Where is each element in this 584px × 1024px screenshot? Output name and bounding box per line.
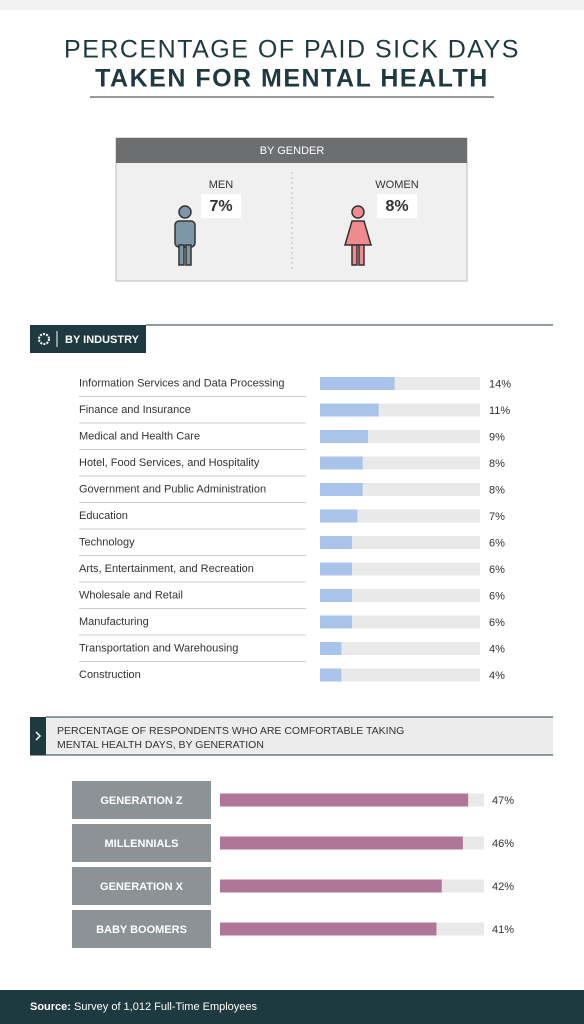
bar-track (320, 642, 480, 655)
source: Source: Survey of 1,012 Full-Time Employ… (30, 1001, 258, 1013)
person-icon (178, 205, 192, 219)
value-label: 4% (489, 643, 505, 655)
value-label: 8% (489, 484, 505, 496)
gender-header (116, 138, 467, 163)
bar-track (320, 536, 480, 549)
category-box (72, 781, 211, 819)
bar (320, 642, 342, 655)
footer (0, 990, 584, 1024)
bar (320, 668, 342, 682)
bar (220, 922, 437, 936)
value-label: 41% (492, 924, 514, 936)
generation-heading: PERCENTAGE OF RESPONDENTS WHO ARE COMFOR… (57, 725, 404, 737)
category-label: Transportation and Warehousing (79, 642, 238, 654)
bar-track (320, 562, 480, 576)
value-label: 42% (492, 881, 514, 893)
bar (320, 589, 352, 602)
category-label: Government and Public Administration (79, 483, 266, 495)
source-text: Survey of 1,012 Full-Time Employees (74, 1001, 257, 1013)
gender-value: 8% (385, 198, 408, 215)
category-label: Manufacturing (79, 616, 149, 628)
person-icon (344, 220, 372, 246)
gear-icon (38, 333, 50, 345)
person-icon (351, 205, 365, 219)
bar-track (320, 509, 480, 523)
category-label: Finance and Insurance (79, 404, 191, 416)
generation-heading: MENTAL HEALTH DAYS, BY GENERATION (57, 739, 264, 751)
bar-track (320, 615, 480, 629)
category-label: Education (79, 510, 128, 522)
value-label: 6% (489, 537, 505, 549)
bar (320, 562, 352, 576)
bar-track (320, 589, 480, 602)
category-box (72, 824, 211, 862)
value-label: 11% (489, 405, 510, 417)
chevron-box (30, 717, 46, 755)
value-label: 8% (489, 458, 505, 470)
bar (220, 836, 463, 850)
bar (320, 536, 352, 549)
source-label: Source: (30, 1001, 71, 1013)
bar (320, 483, 363, 496)
value-box (377, 194, 417, 218)
category-label: Hotel, Food Services, and Hospitality (79, 457, 260, 469)
bar (320, 403, 379, 417)
bar (320, 615, 352, 629)
person-icon (178, 244, 185, 266)
value-box (201, 194, 241, 218)
value-label: 6% (489, 590, 505, 602)
person-icon (185, 244, 192, 266)
category-label: Information Services and Data Processing (79, 377, 284, 389)
industry-heading: BY INDUSTRY (65, 334, 140, 346)
value-label: 46% (492, 838, 514, 850)
generation-header (30, 717, 553, 755)
gender-value: 7% (209, 198, 232, 215)
title-line: PERCENTAGE OF PAID SICK DAYS (64, 36, 520, 64)
value-label: 47% (492, 795, 514, 807)
bar (220, 793, 469, 807)
value-label: 6% (489, 564, 505, 576)
person-icon (174, 220, 196, 248)
title-line: TAKEN FOR MENTAL HEALTH (95, 65, 489, 93)
top-strip (0, 0, 584, 10)
bar (320, 456, 363, 470)
value-label: 7% (489, 511, 505, 523)
category-label: MILLENNIALS (105, 838, 179, 850)
value-label: 6% (489, 617, 505, 629)
bar-track (320, 668, 480, 682)
gender-heading: BY GENDER (260, 145, 325, 157)
gender-label: WOMEN (375, 179, 418, 191)
person-icon (351, 244, 358, 266)
category-label: GENERATION X (100, 881, 184, 893)
category-label: BABY BOOMERS (96, 924, 187, 936)
gender-label: MEN (209, 179, 234, 191)
value-label: 9% (489, 431, 505, 443)
category-label: Wholesale and Retail (79, 589, 183, 601)
bar (320, 430, 368, 443)
bar (220, 879, 442, 893)
chevron (35, 731, 42, 741)
category-label: Technology (79, 536, 135, 548)
value-label: 14% (489, 378, 511, 390)
bar (320, 509, 358, 523)
person-icon (358, 244, 365, 266)
category-box (72, 867, 211, 905)
category-label: Arts, Entertainment, and Recreation (79, 563, 254, 575)
category-box (72, 910, 211, 948)
value-label: 4% (489, 670, 505, 682)
category-label: Construction (79, 669, 141, 681)
bar (320, 377, 395, 390)
category-label: Medical and Health Care (79, 430, 200, 442)
category-label: GENERATION Z (100, 795, 183, 807)
